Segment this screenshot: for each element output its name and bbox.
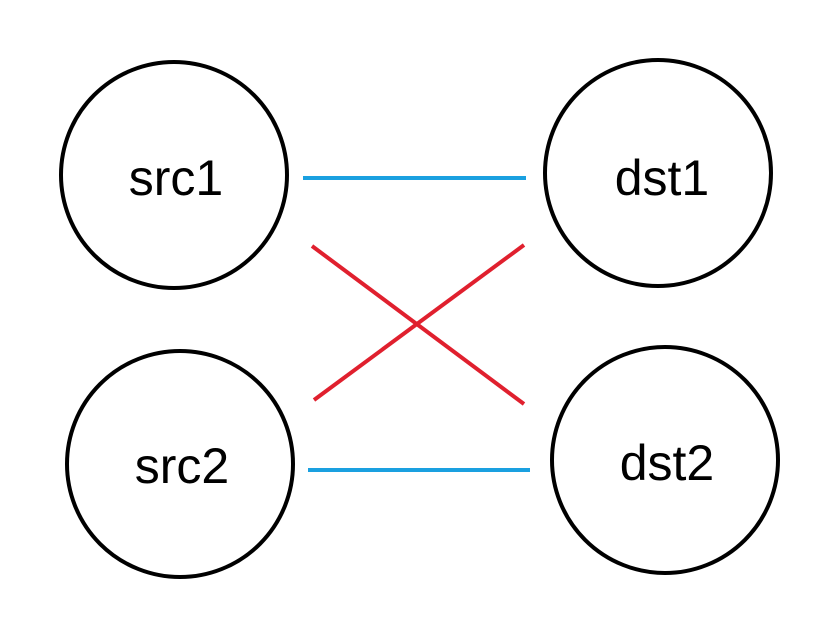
node-src1-circle [59, 60, 289, 290]
edge-src2-dst1 [312, 243, 526, 402]
node-src1-label: src1 [129, 150, 223, 206]
node-dst2: dst2 [550, 345, 780, 575]
node-src1: src1 [59, 60, 289, 290]
node-src2-circle [65, 349, 295, 579]
node-dst2-circle [550, 345, 780, 575]
node-dst1-circle [543, 58, 773, 288]
node-src2-label: src2 [135, 438, 229, 494]
node-dst1-label: dst1 [615, 150, 710, 206]
node-dst1: dst1 [543, 58, 773, 288]
node-src2: src2 [65, 349, 295, 579]
node-dst2-label: dst2 [620, 435, 715, 491]
